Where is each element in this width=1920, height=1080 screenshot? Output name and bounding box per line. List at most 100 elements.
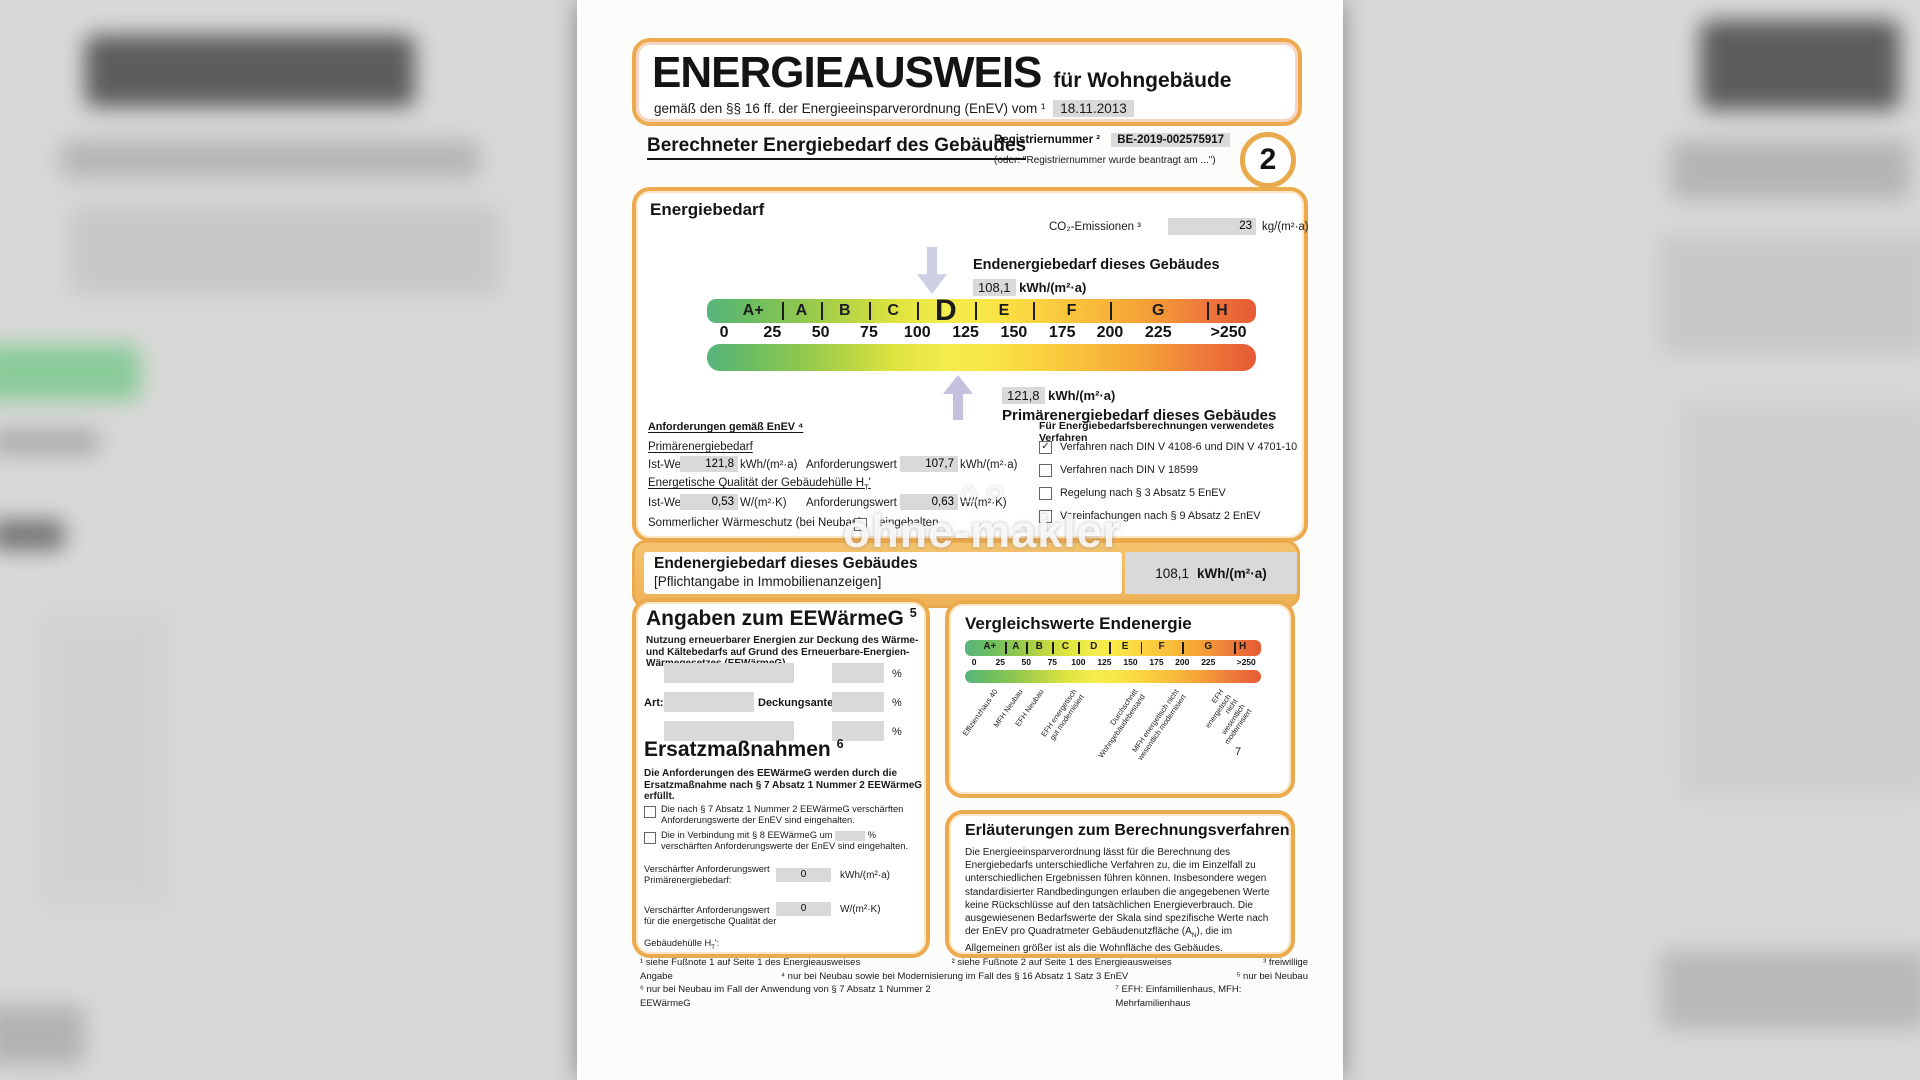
- banner-subtitle: [Pflichtangabe in Immobilienanzeigen]: [654, 574, 882, 589]
- blurred-background-block: [70, 205, 500, 295]
- ist-wert-label: Ist-Wert: [648, 459, 689, 471]
- req2-value: 0: [776, 902, 831, 916]
- erlaeuterungen-text: Die Energieeinsparverordnung lässt für d…: [965, 847, 1270, 955]
- scale-tick: 0: [719, 324, 729, 341]
- verfahren-checkbox: [1039, 487, 1052, 500]
- footnote: ⁵ nur bei Neubau: [1236, 970, 1308, 982]
- anforderungen-heading: Anforderungen gemäß EnEV ⁴: [648, 421, 804, 433]
- energiebedarf-title: Energiebedarf: [650, 200, 765, 219]
- scale-letter: B: [1035, 641, 1043, 652]
- scale-tick: 25: [763, 324, 782, 341]
- endenergie-unit: kWh/(m²·a): [1019, 280, 1087, 295]
- footnote: ⁴ nur bei Neubau sowie bei Modernisierun…: [780, 970, 1129, 982]
- footnote: ⁷ EFH: Einfamilienhaus, MFH: Mehrfamilie…: [1115, 984, 1242, 1009]
- verfahren-item: Verfahren nach DIN V 4108-6 und DIN V 47…: [1060, 441, 1298, 453]
- scale-divider: [781, 302, 784, 320]
- ersatz-option: Die in Verbindung mit § 8 EEWärmeG um % …: [661, 830, 909, 851]
- page-title-suffix: für Wohngebäude: [1053, 69, 1232, 92]
- scale-letter: F: [1158, 641, 1165, 652]
- percent-label: %: [892, 697, 902, 709]
- footnote-marker: 7: [1235, 746, 1242, 758]
- reference-label: Effizienzhaus 40: [960, 687, 1000, 738]
- scale-divider: [1109, 642, 1111, 654]
- scale-divider: [1234, 642, 1236, 654]
- footnotes: ¹ siehe Fußnote 1 auf Seite 1 des Energi…: [640, 956, 1308, 1010]
- verfahren-heading: Für Energiebedarfsberechnungen verwendet…: [1039, 420, 1275, 444]
- sommer-waermeschutz-label: Sommerlicher Wärmeschutz (bei Neubau): [648, 517, 863, 529]
- scale-tick: 150: [1123, 657, 1138, 667]
- scale-divider: [820, 302, 823, 320]
- footnote: ³ freiwillige: [1263, 957, 1308, 968]
- scale-letter: G: [1204, 641, 1213, 652]
- scale-divider: [868, 302, 871, 320]
- scale-tick: 150: [1000, 324, 1028, 341]
- ersatz-checkbox: [644, 832, 656, 844]
- eewaermeg-title: Angaben zum EEWärmeG 5: [646, 606, 917, 630]
- anforderungswert-unit: W/(m²·K): [960, 497, 1007, 509]
- banner-unit: kWh/(m²·a): [1197, 565, 1267, 581]
- eew-field: [664, 692, 754, 712]
- sommer-eingehalten-label: eingehalten: [879, 517, 939, 529]
- req1-label: Verschärfter Anforderungswert Primärener…: [644, 864, 770, 885]
- primaerenergie-value: 121,8: [1002, 387, 1045, 404]
- scale-tick: 175: [1149, 657, 1164, 667]
- eew-field: [832, 721, 884, 741]
- scale-letter: E: [998, 302, 1010, 319]
- mini-gradient-band: [965, 670, 1261, 683]
- scale-divider: [1182, 642, 1184, 654]
- scale-tick: 200: [1175, 657, 1190, 667]
- anforderungswert-value: 107,7: [900, 456, 958, 472]
- req2-label: Verschärfter Anforderungswert für die en…: [644, 905, 777, 951]
- scale-divider: [1005, 642, 1007, 654]
- reference-label: EFH energetisch nicht wesentlich moderni…: [1202, 687, 1254, 746]
- registration-alt-text: (oder: "Registriernummer wurde beantragt…: [994, 155, 1216, 166]
- check-mark-icon: ✓: [1041, 441, 1050, 452]
- eew-field: [664, 721, 794, 741]
- footnote: ² siehe Fußnote 2 auf Seite 1 des Energi…: [951, 957, 1172, 968]
- anforderungswert-value: 0,63: [900, 494, 958, 510]
- footnote: ¹ siehe Fußnote 1 auf Seite 1 des Energi…: [640, 957, 861, 968]
- scale-tick: 50: [811, 324, 830, 341]
- art-label: Art:: [644, 697, 664, 709]
- scale-tick: 0: [971, 657, 977, 667]
- endenergie-marker-arrow-icon: [917, 247, 947, 294]
- registration-number: BE-2019-002575917: [1111, 133, 1231, 147]
- erlaeuterungen-title: Erläuterungen zum Berechnungsverfahren: [965, 822, 1290, 839]
- scale-tick: 125: [952, 324, 979, 341]
- co2-value-box: 23: [1168, 218, 1256, 235]
- page-number-badge: 2: [1240, 132, 1296, 188]
- scale-letter: A: [1012, 641, 1020, 652]
- percent-label: %: [892, 668, 902, 680]
- blurred-background-block: [0, 1005, 85, 1065]
- vergleichswerte-title: Vergleichswerte Endenergie: [965, 614, 1192, 633]
- scale-letter: H: [1216, 302, 1228, 319]
- blurred-background-block: [1660, 235, 1920, 355]
- scale-letter: A+: [983, 641, 997, 652]
- blurred-background-block: [1670, 140, 1910, 200]
- percent-label: %: [892, 726, 902, 738]
- footnote: Angabe: [640, 970, 673, 982]
- blurred-background-block: [1680, 400, 1920, 800]
- ersatz-option: Die nach § 7 Absatz 1 Nummer 2 EEWärmeG …: [661, 804, 904, 825]
- req1-unit: kWh/(m²·a): [840, 870, 890, 881]
- verfahren-item: Vereinfachungen nach § 9 Absatz 2 EnEV: [1060, 510, 1261, 522]
- primaerenergie-marker-arrow-icon: [943, 375, 973, 420]
- blurred-background-block: [0, 520, 65, 550]
- banner-value: 108,1: [1155, 565, 1190, 581]
- verfahren-item: Verfahren nach DIN V 18599: [1060, 464, 1199, 476]
- scale-letter: A+: [742, 302, 764, 319]
- anforderungswert-label: Anforderungswert: [806, 459, 897, 471]
- document-page: ENERGIEAUSWEIS für Wohngebäude gemäß den…: [577, 0, 1343, 1080]
- mini-class-band: A+ A B C D E F G H: [965, 640, 1261, 656]
- scale-letter: B: [839, 302, 851, 319]
- primaerenergie-unit: kWh/(m²·a): [1048, 388, 1116, 403]
- ist-wert-value: 0,53: [680, 494, 738, 510]
- blurred-background-block: [1700, 20, 1900, 110]
- energiebedarf-box: Energiebedarf CO₂-Emissionen ³ 23 kg/(m²…: [632, 187, 1309, 542]
- blurred-background-block: [0, 345, 140, 400]
- verfahren-checkbox: [1039, 464, 1052, 477]
- energy-gradient-band: [707, 344, 1256, 371]
- primaerenergie-heading: Primärenergiebedarf dieses Gebäudes: [1002, 407, 1277, 424]
- verfahren-item: Regelung nach § 3 Absatz 5 EnEV: [1060, 487, 1226, 499]
- banner-value-box: 108,1 kWh/(m²·a): [1125, 552, 1297, 594]
